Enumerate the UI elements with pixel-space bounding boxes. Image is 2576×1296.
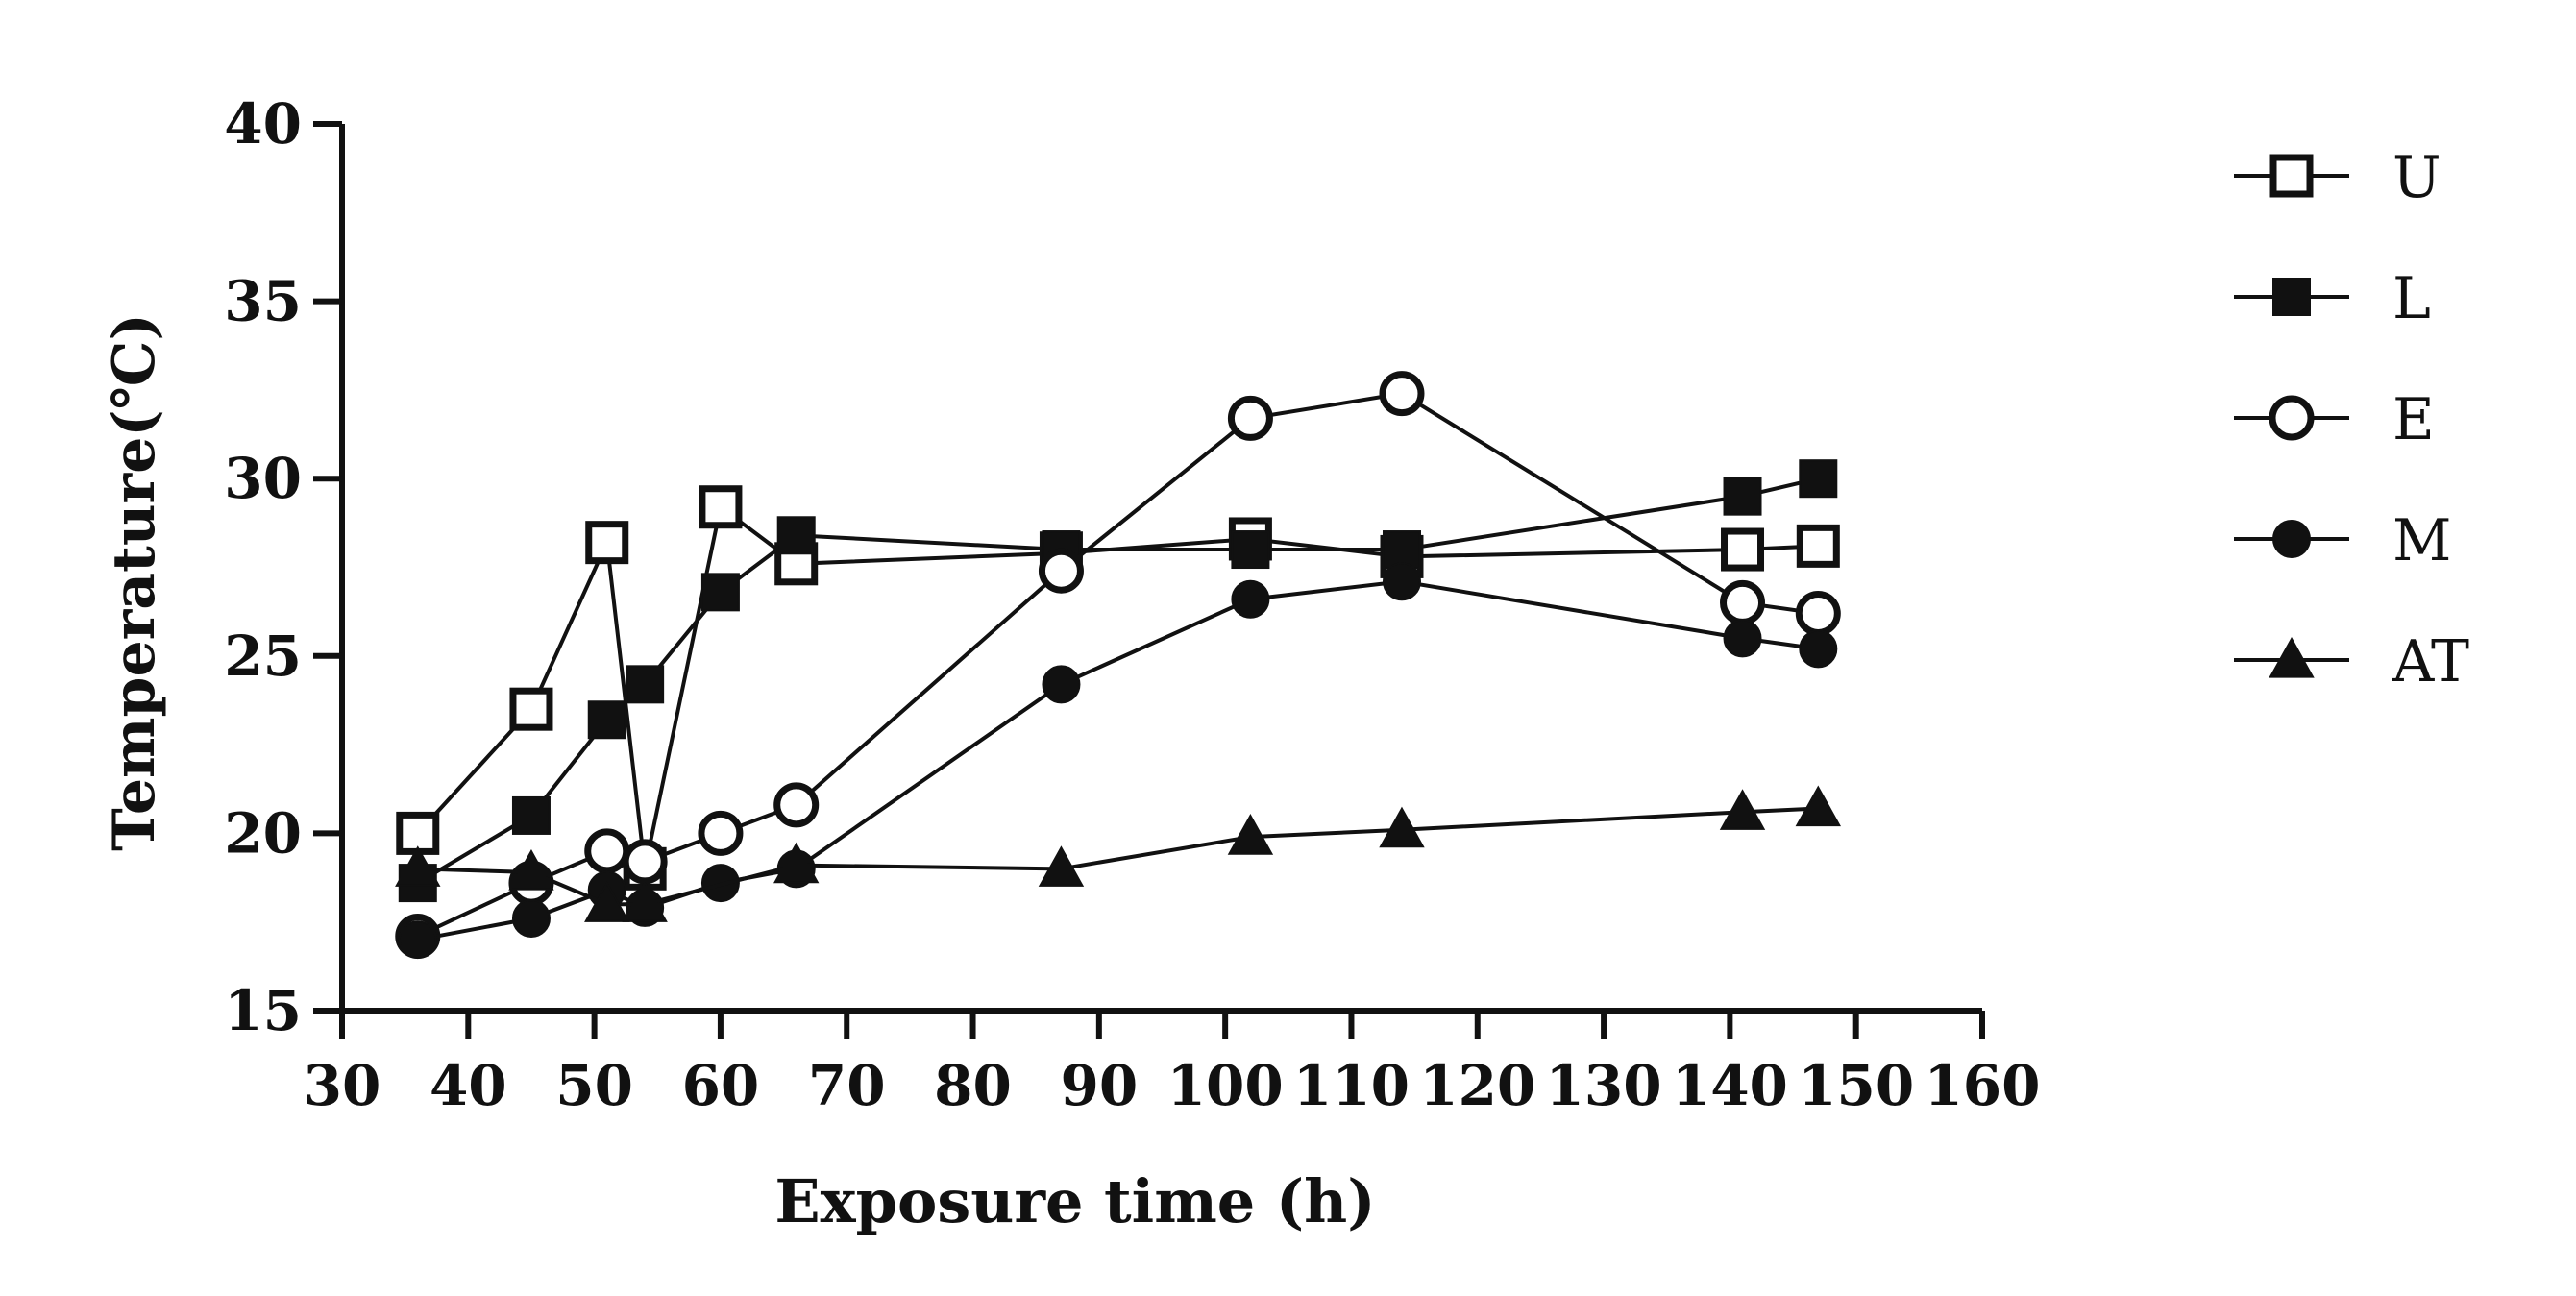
y-tick-label: 35 xyxy=(224,269,302,334)
data-point-l xyxy=(626,665,665,704)
data-point-at xyxy=(1038,845,1085,887)
x-tick-label: 90 xyxy=(1060,1053,1138,1118)
data-point-l xyxy=(587,700,626,740)
series-m xyxy=(398,562,1838,960)
legend-marker xyxy=(2269,154,2314,198)
data-point-l xyxy=(776,516,816,555)
data-point-at xyxy=(1719,789,1766,830)
legend-marker xyxy=(2272,278,2311,316)
legend-label: E xyxy=(2392,386,2435,453)
data-point-m xyxy=(1231,579,1270,619)
data-point-l xyxy=(1799,459,1838,499)
series-e xyxy=(395,371,1841,959)
series-l xyxy=(398,459,1838,903)
y-axis-title: Temperature(℃) xyxy=(101,313,168,851)
legend-marker xyxy=(2269,395,2315,441)
y-tick-label: 20 xyxy=(224,800,302,866)
data-point-l xyxy=(1231,530,1270,570)
x-tick-label: 70 xyxy=(808,1053,886,1118)
legend-item-e: E xyxy=(2234,386,2435,453)
data-point-u xyxy=(509,687,553,731)
data-point-e xyxy=(1720,579,1766,625)
data-point-m xyxy=(1723,619,1762,658)
x-tick-label: 30 xyxy=(304,1053,381,1118)
data-point-m xyxy=(511,899,551,939)
data-point-at xyxy=(584,881,630,922)
data-point-at xyxy=(1379,806,1425,848)
data-point-e xyxy=(1227,395,1273,441)
legend-item-m: M xyxy=(2234,507,2451,575)
data-point-l xyxy=(1723,477,1762,516)
x-tick-label: 40 xyxy=(429,1053,507,1118)
data-point-m xyxy=(1799,629,1838,669)
x-tick-label: 150 xyxy=(1798,1053,1914,1118)
legend-item-at: AT xyxy=(2234,628,2469,696)
data-point-e xyxy=(584,828,630,874)
y-tick-label: 30 xyxy=(224,446,302,511)
data-point-e xyxy=(1038,548,1084,594)
data-point-l xyxy=(700,573,740,612)
x-tick-label: 120 xyxy=(1419,1053,1535,1118)
data-point-at xyxy=(395,845,441,887)
series-line-at xyxy=(417,806,1819,907)
data-point-e xyxy=(773,782,820,828)
legend-label: AT xyxy=(2392,628,2469,696)
x-tick-label: 60 xyxy=(682,1053,760,1118)
data-point-e xyxy=(698,810,744,856)
data-point-at xyxy=(773,842,820,884)
axes: 15 20 25 30 35 40 30 40 50 60 70 80 90 100 110 120 130 14… xyxy=(224,91,2040,1118)
legend-item-l: L xyxy=(2234,265,2431,332)
x-tick-label: 160 xyxy=(1924,1053,2040,1118)
x-tick-label: 80 xyxy=(934,1053,1012,1118)
x-tick-label: 140 xyxy=(1672,1053,1788,1118)
data-point-at xyxy=(622,881,668,922)
data-point-u xyxy=(1796,524,1840,568)
legend-marker xyxy=(2269,636,2315,678)
data-point-e xyxy=(1795,590,1841,636)
data-point-l xyxy=(511,795,551,835)
data-point-at xyxy=(1227,814,1274,855)
y-tick-label: 25 xyxy=(224,624,302,689)
x-tick-label: 130 xyxy=(1546,1053,1662,1118)
data-point-u xyxy=(699,485,743,529)
data-point-at xyxy=(1795,785,1841,827)
data-point-m xyxy=(398,920,437,960)
y-tick-label: 15 xyxy=(224,978,302,1043)
data-point-m xyxy=(1042,665,1081,704)
legend-label: U xyxy=(2392,144,2441,211)
legend-marker xyxy=(2272,520,2311,558)
plot-area xyxy=(395,371,1841,960)
x-axis-title: Exposure time (h) xyxy=(774,1166,1375,1236)
x-tick-label: 50 xyxy=(555,1053,633,1118)
legend-label: M xyxy=(2392,507,2451,575)
legend-label: L xyxy=(2392,265,2431,332)
series-at xyxy=(395,785,1841,922)
data-point-e xyxy=(1379,371,1425,417)
data-point-u xyxy=(1721,527,1765,572)
legend-item-u: U xyxy=(2234,144,2441,211)
y-tick-label: 40 xyxy=(224,91,302,157)
x-tick-label: 110 xyxy=(1293,1053,1410,1118)
x-tick-label: 100 xyxy=(1167,1053,1284,1118)
data-point-at xyxy=(508,848,554,891)
data-point-m xyxy=(1382,562,1421,601)
data-point-e xyxy=(622,839,668,885)
data-point-u xyxy=(585,521,629,565)
data-point-l xyxy=(1382,530,1421,570)
